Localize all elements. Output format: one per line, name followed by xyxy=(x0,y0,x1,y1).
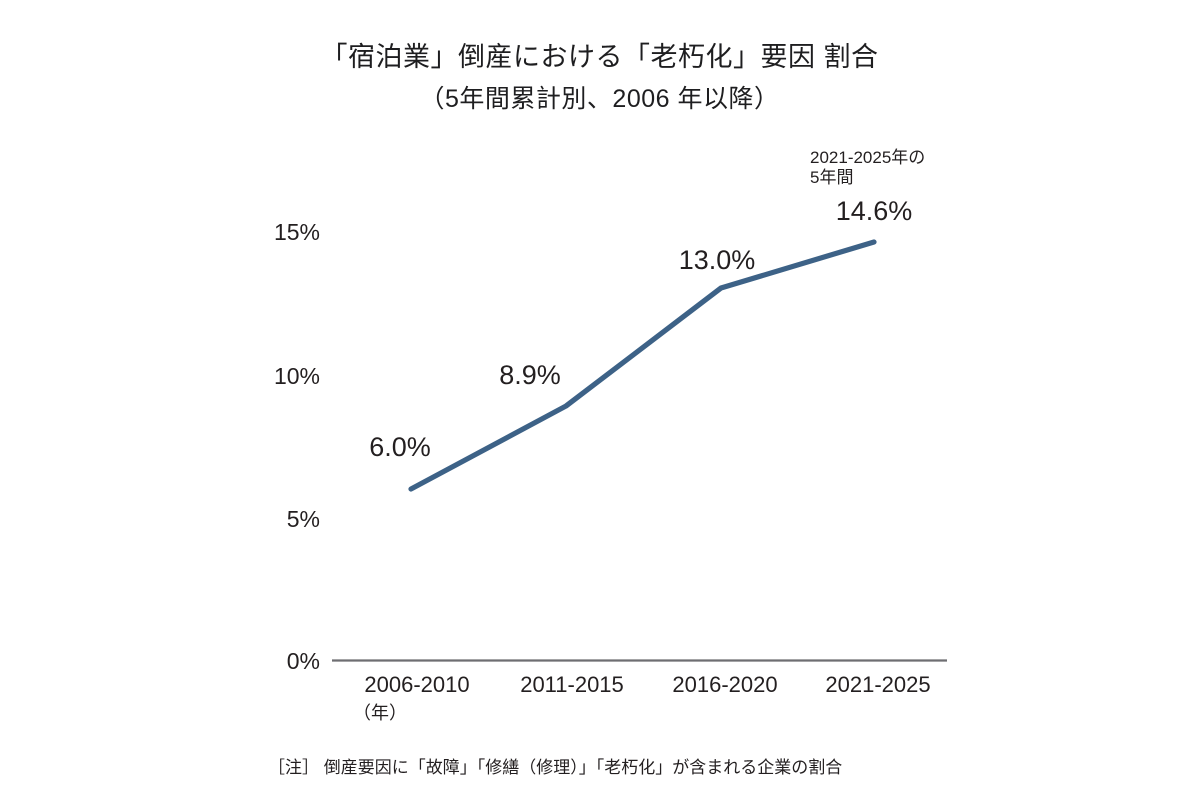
chart-footnote: ［注］ 倒産要因に「故障」「修繕（修理）」「老朽化」が含まれる企業の割合 xyxy=(268,758,843,777)
data-label-2021-2025: 14.6% xyxy=(835,196,913,226)
data-label-2011-2015: 8.9% xyxy=(499,360,561,390)
series-annotation: 2021-2025年の 5年間 xyxy=(810,148,1000,188)
data-series-line xyxy=(408,239,877,492)
y-tick-label-10: 10% xyxy=(273,363,320,389)
annotation-line-2: 5年間 xyxy=(810,168,854,187)
y-tick-label-5: 5% xyxy=(286,506,320,532)
y-tick-label-0: 0% xyxy=(286,648,320,674)
x-axis-unit-label: （年） xyxy=(353,703,407,723)
annotation-line-1: 2021-2025年の xyxy=(810,148,926,167)
x-tick-label-2006-2010: 2006-2010 xyxy=(364,672,470,697)
x-tick-label-2016-2020: 2016-2020 xyxy=(672,672,778,697)
data-label-2016-2020: 13.0% xyxy=(678,245,756,275)
x-tick-label-2011-2015: 2011-2015 xyxy=(520,672,624,697)
y-tick-label-15: 15% xyxy=(273,219,320,245)
data-label-2006-2010: 6.0% xyxy=(369,432,431,462)
x-tick-label-2021-2025: 2021-2025 xyxy=(825,672,931,697)
